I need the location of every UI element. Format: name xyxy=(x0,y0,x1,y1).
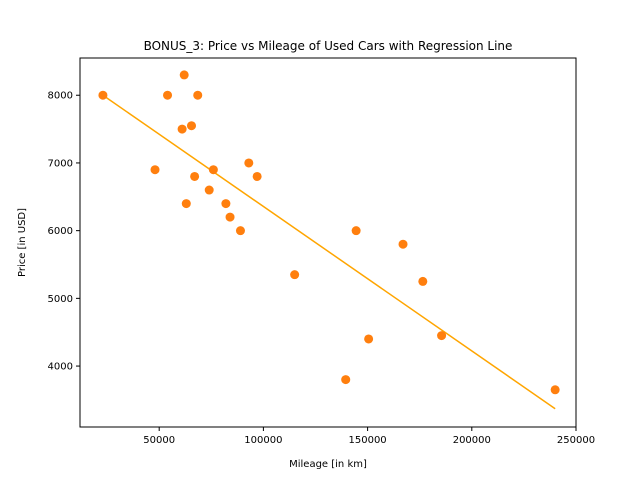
data-point xyxy=(179,70,189,80)
y-tick-label: 4000 xyxy=(48,362,73,373)
data-point xyxy=(235,226,245,236)
data-point xyxy=(418,276,428,286)
x-tick-label: 100000 xyxy=(244,435,282,446)
chart-title: BONUS_3: Price vs Mileage of Used Cars w… xyxy=(144,39,513,53)
data-point xyxy=(181,199,191,209)
data-point xyxy=(193,90,203,100)
y-tick-label: 8000 xyxy=(48,91,73,102)
data-point xyxy=(208,165,218,175)
y-tick-label: 5000 xyxy=(48,294,73,305)
data-point xyxy=(98,90,108,100)
x-axis-ticks: 50000 100000 150000 200000 250000 xyxy=(143,427,595,446)
x-tick-label: 50000 xyxy=(143,435,175,446)
data-point xyxy=(186,121,196,131)
data-point xyxy=(163,90,173,100)
y-tick-label: 7000 xyxy=(48,158,73,169)
regression-line xyxy=(102,94,556,410)
data-point xyxy=(351,226,361,236)
plot-frame xyxy=(79,57,577,428)
x-tick-label: 150000 xyxy=(349,435,387,446)
data-point xyxy=(225,212,235,222)
data-point xyxy=(290,270,300,280)
regression-layer xyxy=(102,94,556,410)
data-point xyxy=(204,185,214,195)
data-point xyxy=(550,385,560,395)
y-tick-label: 6000 xyxy=(48,226,73,237)
x-tick-label: 250000 xyxy=(557,435,595,446)
y-axis-label: Price [in USD] xyxy=(17,208,28,277)
data-point xyxy=(341,375,351,385)
data-point xyxy=(177,124,187,134)
data-point xyxy=(398,239,408,249)
x-axis-label: Mileage [in km] xyxy=(289,459,367,470)
y-axis-ticks: 4000 5000 6000 7000 8000 xyxy=(48,91,80,373)
data-point xyxy=(150,165,160,175)
data-point xyxy=(221,199,231,209)
x-tick-label: 200000 xyxy=(453,435,491,446)
points-layer xyxy=(98,70,560,395)
data-point xyxy=(190,171,200,181)
data-point xyxy=(364,334,374,344)
data-point xyxy=(437,331,447,341)
data-point xyxy=(252,171,262,181)
data-point xyxy=(244,158,254,168)
